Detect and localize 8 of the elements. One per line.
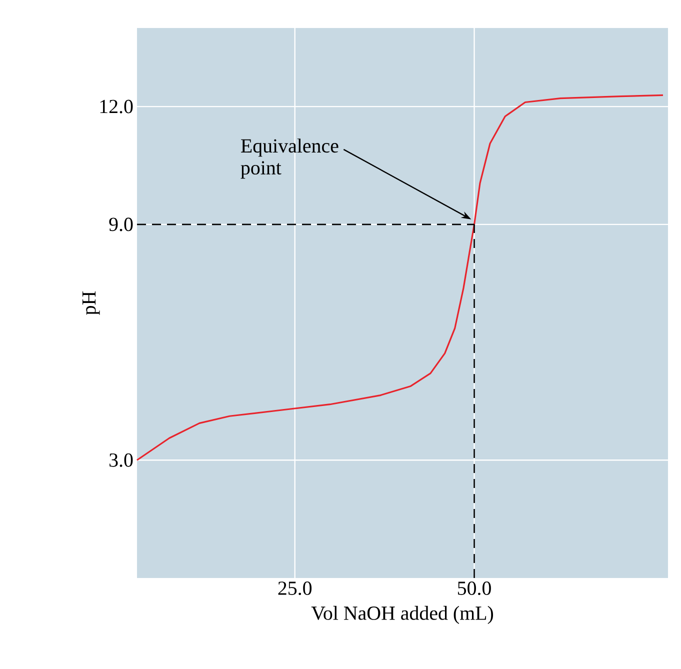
x-axis-title: Vol NaOH added (mL)	[311, 606, 494, 624]
x-tick-label: 50.0	[458, 582, 491, 596]
x-tick-label: 25.0	[278, 582, 312, 596]
y-tick-label: 9.0	[109, 218, 133, 232]
y-tick-label: 12.0	[100, 100, 133, 114]
y-tick-label: 3.0	[110, 453, 133, 467]
annotation: Equivalence point	[240, 138, 338, 179]
y-axis-title: pH	[82, 291, 100, 315]
